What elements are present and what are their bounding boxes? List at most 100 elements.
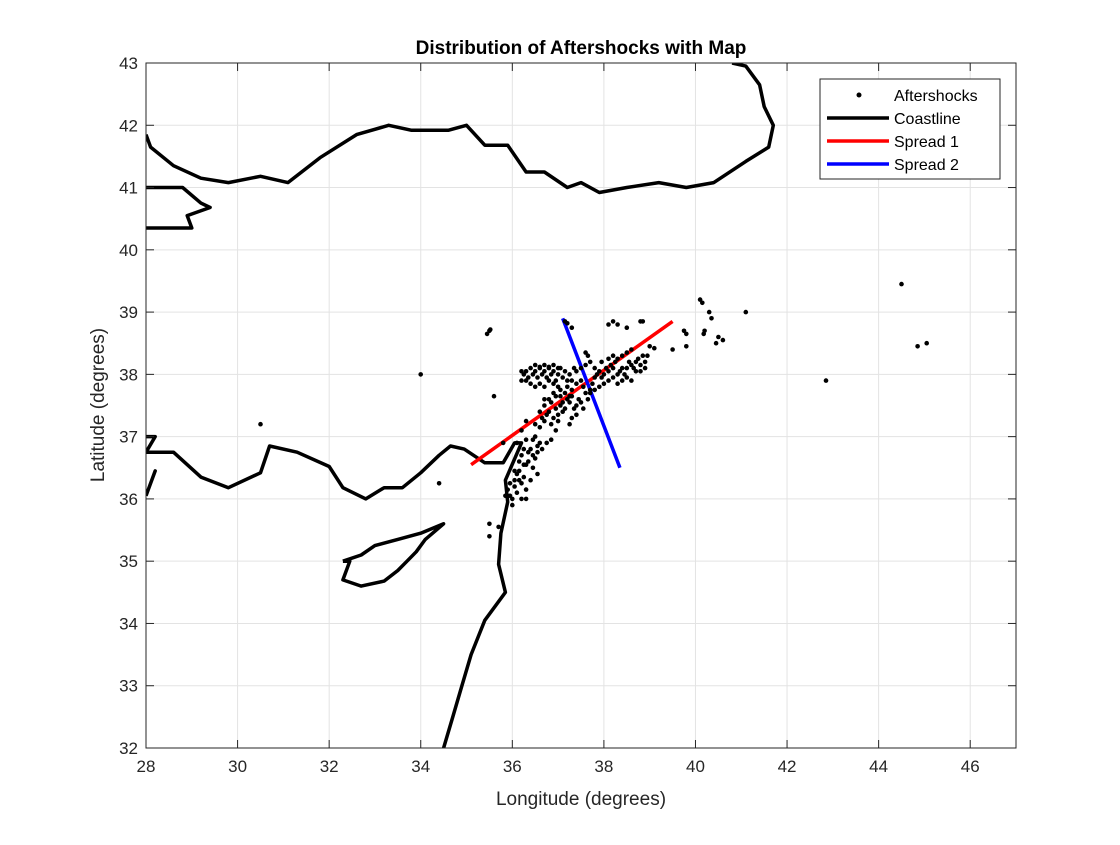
aftershock-point (532, 369, 538, 374)
aftershock-point (565, 321, 570, 326)
aftershock-point (558, 387, 563, 393)
legend-label-spread1: Spread 1 (894, 134, 959, 151)
aftershock-point (542, 418, 547, 424)
aftershock-point (523, 378, 529, 383)
aftershock-point (553, 406, 559, 411)
aftershock-point (560, 409, 565, 415)
aftershock-point (601, 381, 607, 387)
aftershock-point (562, 369, 568, 374)
aftershock-point (528, 446, 533, 452)
aftershock-point (587, 359, 593, 365)
aftershock-point (546, 409, 552, 415)
aftershock-point (565, 378, 570, 383)
aftershock-point (565, 384, 570, 390)
aftershock-point (585, 397, 591, 402)
aftershock-point (638, 369, 643, 374)
aftershock-point (548, 421, 554, 427)
aftershock-point (684, 344, 689, 349)
x-tick-label: 32 (320, 757, 339, 776)
aftershock-point (535, 471, 540, 477)
x-tick-label: 30 (228, 757, 247, 776)
aftershock-point (567, 421, 572, 427)
chart-title: Distribution of Aftershocks with Map (416, 38, 747, 59)
aftershock-point (610, 319, 616, 324)
aftershock-point (617, 369, 623, 374)
aftershock-point (491, 393, 497, 399)
aftershock-point (537, 409, 543, 415)
aftershock-point (603, 365, 609, 371)
aftershock-point (507, 481, 513, 486)
aftershock-point (569, 415, 575, 421)
aftershock-point (574, 381, 579, 387)
aftershock-point (924, 340, 929, 346)
aftershock-point (542, 362, 547, 368)
aftershock-point (558, 393, 563, 399)
coastline-segment (341, 522, 446, 588)
y-tick-label: 42 (119, 116, 138, 135)
aftershock-point (510, 502, 515, 508)
aftershock-point (542, 384, 547, 390)
aftershock-point (484, 331, 490, 337)
aftershock-point (599, 359, 604, 365)
aftershock-point (597, 384, 602, 390)
aftershock-point (523, 418, 529, 424)
aftershock-point (581, 384, 586, 390)
aftershock-point (638, 362, 643, 368)
aftershock-point (569, 378, 575, 383)
legend-label-coastline: Coastline (894, 111, 961, 128)
aftershock-point (535, 449, 540, 455)
aftershock-point (537, 364, 543, 370)
aftershock-point (569, 387, 575, 393)
aftershock-point (601, 372, 607, 377)
aftershock-point (645, 353, 650, 359)
aftershock-point (560, 375, 565, 380)
aftershock-point (597, 369, 602, 374)
ticks-layer: 28 30 32 34 36 38 40 42 44 46 32 33 34 35 36 37 38 39 40 41… (119, 54, 1016, 776)
aftershock-point (551, 369, 556, 374)
y-tick-label: 38 (119, 365, 138, 384)
aftershock-point (743, 309, 749, 315)
aftershock-point (701, 331, 706, 337)
x-tick-label: 44 (869, 757, 888, 776)
aftershock-point (615, 322, 620, 327)
aftershock-points-layer (258, 281, 929, 539)
aftershock-point (638, 319, 643, 324)
aftershock-point (555, 412, 561, 418)
aftershock-point (642, 359, 648, 365)
aftershock-point (523, 369, 529, 374)
aftershock-point (258, 421, 263, 427)
aftershock-point (523, 437, 529, 443)
aftershock-point (720, 337, 726, 343)
y-tick-label: 36 (119, 490, 138, 509)
aftershock-point (530, 453, 536, 458)
aftershock-point (567, 372, 572, 377)
aftershock-point (537, 440, 543, 446)
aftershock-point (514, 490, 520, 496)
y-tick-label: 35 (119, 552, 138, 571)
aftershock-point (624, 365, 630, 371)
aftershock-point (537, 425, 543, 430)
coastline-segment (146, 434, 524, 748)
x-axis-label: Longitude (degrees) (496, 789, 666, 810)
x-tick-label: 36 (503, 757, 522, 776)
plot-frame (145, 62, 1017, 749)
coastline-segment (146, 185, 212, 230)
aftershock-point (615, 381, 620, 387)
aftershock-point (713, 340, 719, 346)
aftershock-point (574, 369, 579, 374)
aftershock-point (624, 350, 630, 355)
aftershock-point (528, 365, 533, 371)
aftershock-point (516, 477, 522, 483)
aftershock-point (519, 378, 524, 383)
aftershock-point (823, 378, 829, 383)
aftershock-point (521, 474, 527, 480)
aftershock-point (512, 477, 517, 483)
aftershock-point (555, 418, 561, 424)
aftershock-point (629, 378, 634, 383)
aftershock-point (581, 406, 586, 411)
aftershock-point (706, 309, 712, 315)
aftershock-point (700, 300, 705, 306)
aftershock-point (562, 390, 568, 396)
x-tick-label: 38 (594, 757, 613, 776)
aftershock-point (587, 390, 593, 396)
